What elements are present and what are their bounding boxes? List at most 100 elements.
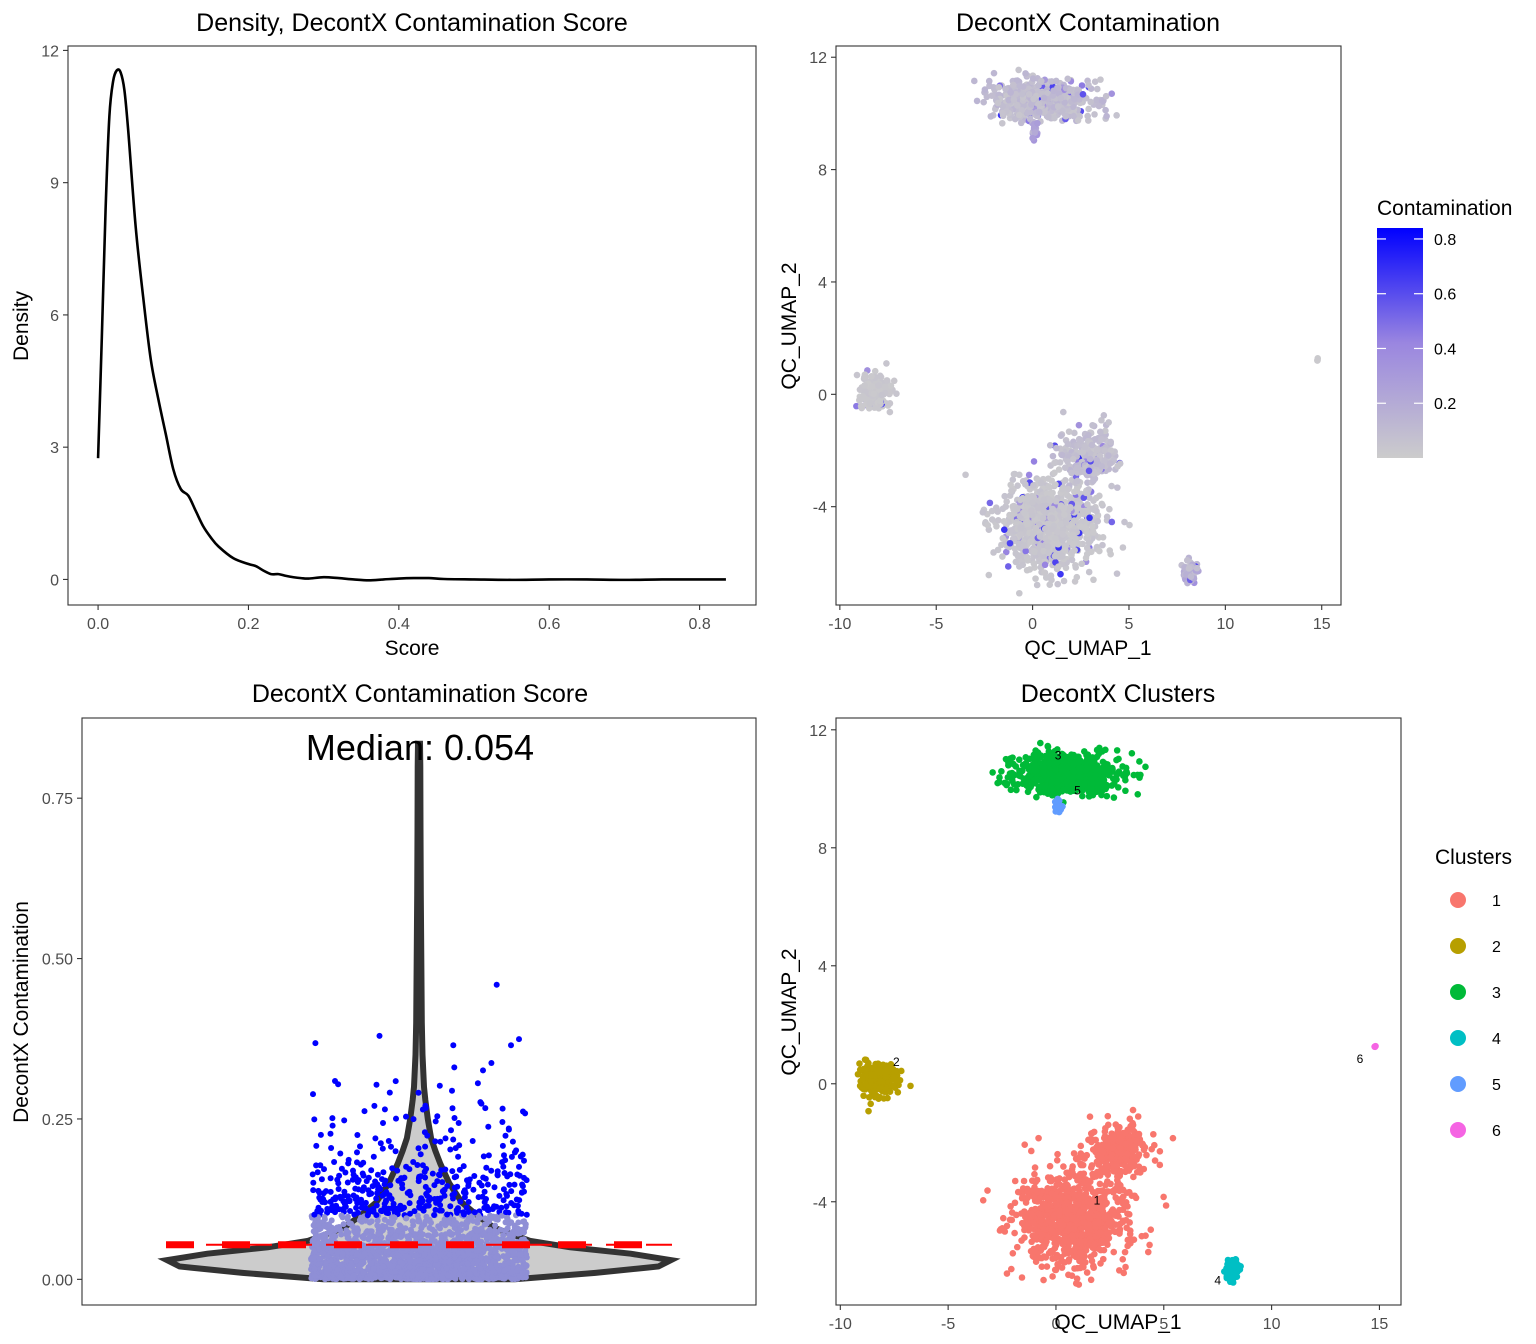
violin-point xyxy=(381,1181,388,1188)
violin-point xyxy=(482,1105,489,1112)
violin-point xyxy=(380,1263,387,1270)
violin-point xyxy=(379,1176,385,1183)
umap-cluster-point xyxy=(979,1196,987,1204)
violin-point xyxy=(374,1171,381,1178)
umap-contamination-point xyxy=(886,400,894,407)
violin-point xyxy=(475,1215,482,1222)
violin-point xyxy=(379,1223,386,1229)
umap-cluster-point xyxy=(1046,1162,1054,1170)
umap-contamination-point xyxy=(1074,117,1082,124)
violin-point xyxy=(500,1232,507,1239)
violin-point xyxy=(428,1275,435,1282)
umap-cluster-point xyxy=(1083,1269,1091,1276)
density-x-tick-label: 0.4 xyxy=(388,616,410,633)
violin-point xyxy=(493,1262,500,1269)
umap-contamination-point xyxy=(1060,505,1067,512)
umap-contamination-point xyxy=(1029,134,1036,142)
umap-cluster-point xyxy=(1031,1170,1038,1178)
violin-point xyxy=(449,1105,456,1112)
umap-contamination-point xyxy=(1094,512,1101,520)
umap-contamination-points xyxy=(853,66,1322,597)
umap-contamination-point xyxy=(1070,540,1077,548)
density-plot-frame xyxy=(67,45,757,606)
umap-contamination-point xyxy=(886,408,894,416)
umap-contamination-point xyxy=(1010,96,1018,103)
violin-point xyxy=(447,1203,454,1210)
umap-contamination-point xyxy=(1014,77,1021,84)
umap-contamination-point xyxy=(1098,462,1106,470)
violin-point xyxy=(435,1199,442,1206)
umap-contamination-point xyxy=(1041,108,1048,116)
violin-point xyxy=(366,1233,373,1240)
umap-contamination-point xyxy=(1054,580,1061,588)
umap-contamination-point xyxy=(868,383,876,390)
violin-point xyxy=(514,1225,521,1232)
umap-contamination-point xyxy=(1017,531,1024,538)
violin-point xyxy=(437,1251,444,1258)
umap-contamination-point xyxy=(1071,429,1078,437)
violin-y-tick-label: 0.50 xyxy=(42,952,73,969)
umap-contamination-point xyxy=(1015,563,1023,570)
violin-point xyxy=(316,1246,323,1253)
umap-contamination-point xyxy=(1097,76,1104,83)
violin-point xyxy=(503,1203,510,1210)
violin-point xyxy=(360,1269,367,1276)
umap-contamination-point xyxy=(1091,78,1099,86)
violin-point xyxy=(450,1136,457,1143)
violin-point xyxy=(512,1276,519,1283)
colorbar-tick-label: 0.6 xyxy=(1434,287,1456,304)
violin-point xyxy=(415,1145,422,1152)
violin-point xyxy=(322,1276,329,1283)
violin-point xyxy=(516,1163,522,1170)
violin-point xyxy=(494,1216,501,1223)
density-y-tick-label: 6 xyxy=(50,308,59,325)
violin-point xyxy=(521,1157,527,1164)
umap-contamination-point xyxy=(985,77,993,85)
umap-contamination-point xyxy=(1028,507,1035,514)
violin-point xyxy=(386,1193,393,1200)
violin-point xyxy=(507,1171,514,1178)
violin-point xyxy=(456,1236,463,1243)
umap-cluster-point xyxy=(1008,1209,1016,1216)
violin-point xyxy=(434,1178,441,1185)
violin-point xyxy=(418,1196,425,1203)
violin-point xyxy=(331,1232,338,1239)
density-x-tick-label: 0.6 xyxy=(538,616,560,633)
violin-point xyxy=(390,1200,397,1207)
umap-contamination-point xyxy=(1106,505,1113,513)
violin-point xyxy=(424,1132,431,1139)
violin-point xyxy=(418,1223,425,1230)
violin-point xyxy=(312,1040,319,1047)
umap-contamination-point xyxy=(1019,494,1027,502)
umap-contamination-point xyxy=(1009,81,1017,89)
violin-point xyxy=(450,1042,457,1049)
violin-point xyxy=(446,1259,453,1266)
violin-point xyxy=(357,1143,363,1150)
umap-cluster-point xyxy=(1011,1229,1018,1237)
umap-contamination-point xyxy=(1054,528,1061,536)
umap-contamination-point xyxy=(1002,85,1009,93)
umap-contamination-point xyxy=(1098,416,1105,424)
violin-point xyxy=(344,1198,351,1205)
violin-point xyxy=(443,1265,450,1272)
violin-point xyxy=(392,1078,399,1085)
umap-contamination-point xyxy=(1052,497,1060,505)
umap-cluster-point xyxy=(1075,1281,1083,1288)
violin-point xyxy=(411,1208,418,1215)
umap-contamination-point xyxy=(1015,111,1023,119)
umap-contamination-point xyxy=(1085,568,1093,576)
umap-contamination-point xyxy=(1073,487,1081,495)
violin-point xyxy=(484,1275,491,1282)
colorbar-tick-label: 0.4 xyxy=(1434,341,1456,358)
umap-contamination-point xyxy=(868,373,875,380)
violin-point xyxy=(373,1202,380,1209)
violin-point xyxy=(470,1186,477,1193)
umap-contamination-point xyxy=(1061,464,1069,471)
violin-point xyxy=(368,1260,375,1267)
violin-point xyxy=(520,1228,526,1235)
umap-contamination-point xyxy=(1083,550,1091,558)
umap-clusters-x-axis: -10 -5 0 5 10 15 xyxy=(829,1305,1388,1333)
violin-point xyxy=(370,1265,377,1272)
violin-point xyxy=(415,1089,422,1096)
